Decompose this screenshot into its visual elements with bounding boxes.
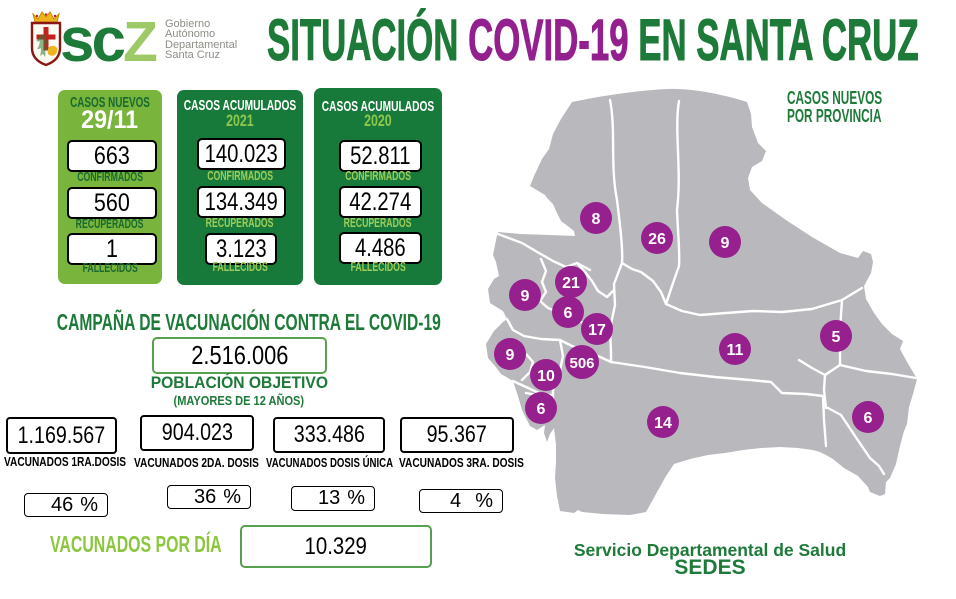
svg-text:17: 17 [588,322,606,339]
svg-text:6: 6 [864,410,873,427]
svg-text:14: 14 [654,415,672,432]
svg-text:9: 9 [506,347,515,364]
svg-text:26: 26 [648,231,666,248]
svg-text:506: 506 [569,355,594,372]
svg-text:21: 21 [562,275,580,292]
svg-text:11: 11 [727,342,744,359]
svg-text:10: 10 [537,368,555,385]
svg-text:6: 6 [564,305,573,322]
svg-text:9: 9 [721,235,730,252]
svg-text:9: 9 [521,288,530,305]
svg-text:6: 6 [537,401,546,418]
svg-text:5: 5 [832,329,841,346]
svg-text:8: 8 [592,211,601,228]
